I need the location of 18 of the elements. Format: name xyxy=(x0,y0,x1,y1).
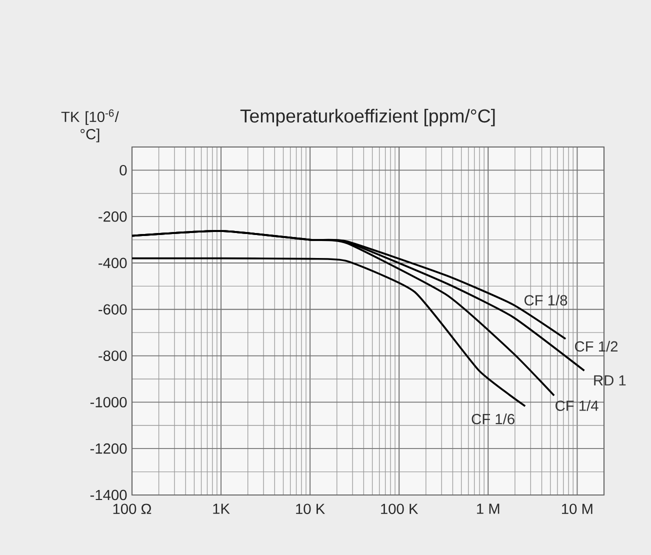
x-tick-label: 1K xyxy=(213,504,230,514)
y-tick-label: -400 xyxy=(98,258,127,268)
y-tick-label: -1200 xyxy=(90,443,127,454)
x-tick-label: 10 K xyxy=(296,504,325,514)
y-tick-label: -800 xyxy=(98,350,127,361)
y-tick-label: -1000 xyxy=(90,397,127,408)
y-tick-label: -200 xyxy=(98,211,127,222)
y-axis-title: TK [10$^{-6}$/ °C] xyxy=(61,109,119,142)
y-tick-label: -600 xyxy=(98,304,127,315)
chart-title: Temperaturkoeffizient [ppm/°C] xyxy=(240,108,495,126)
x-tick-label: 10 M xyxy=(562,504,592,514)
x-tick-label: 1 M xyxy=(477,504,500,514)
series-label: CF 1/4 xyxy=(556,400,598,411)
y-tick-label: -1400 xyxy=(90,490,127,500)
x-tick-label: 100 K xyxy=(381,504,418,514)
y-tick-label: 0 xyxy=(120,165,127,176)
x-tick-label: 100 Ω xyxy=(113,504,152,514)
annotation: CF 1/8 xyxy=(524,294,568,306)
